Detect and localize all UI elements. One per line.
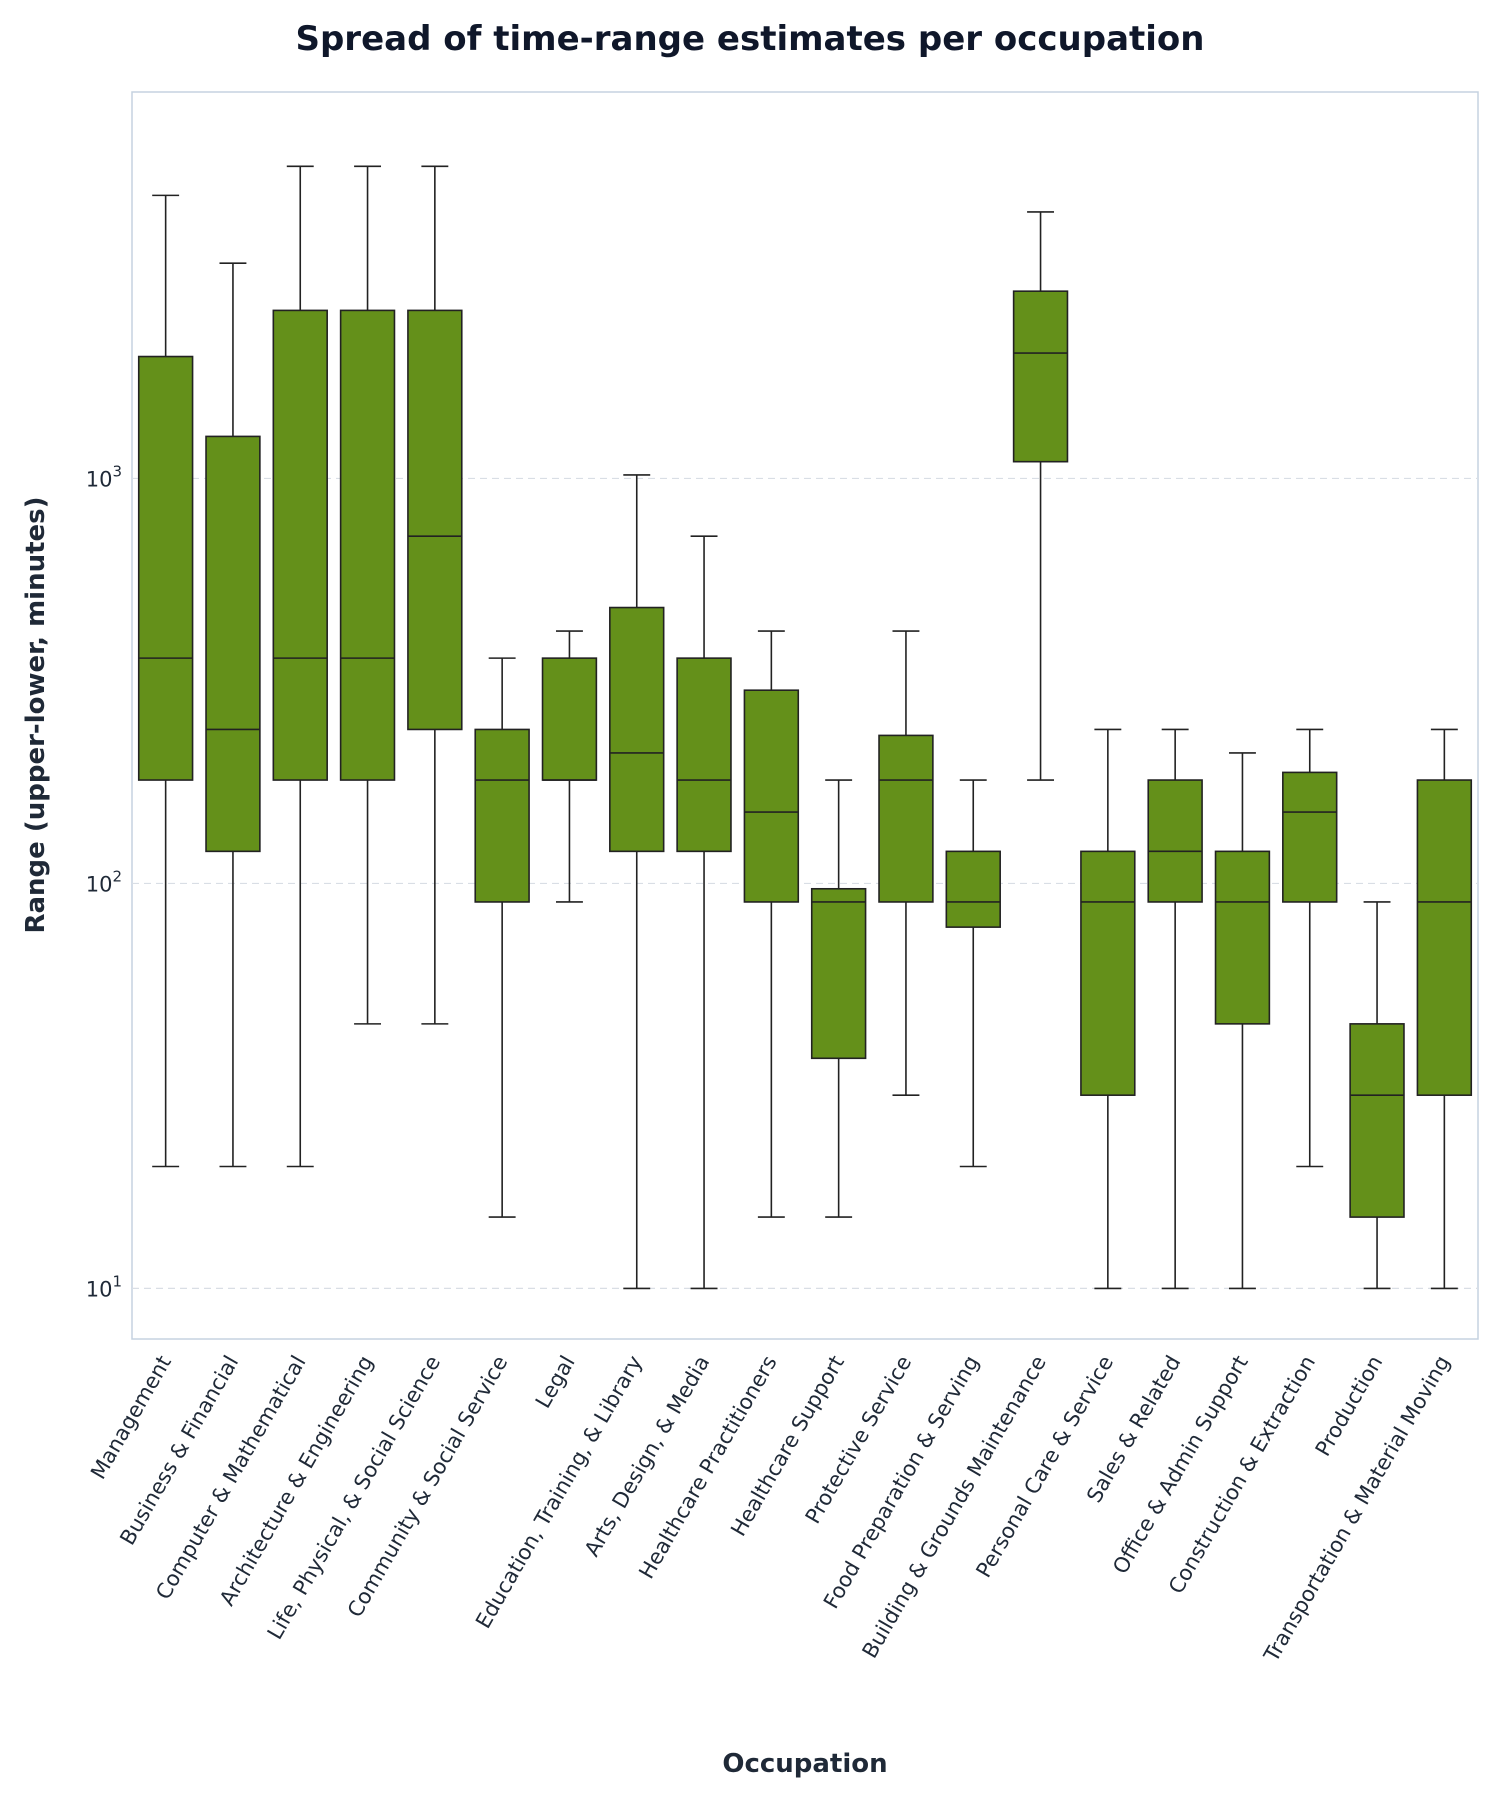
y-tick-base: 10 — [86, 1277, 113, 1301]
iqr-box — [1214, 850, 1271, 1025]
y-tick-label: 102 — [86, 867, 122, 896]
box-2 — [205, 262, 261, 1168]
iqr-box — [1349, 1023, 1405, 1218]
x-tick-label: Arts, Design, & Media — [580, 1352, 715, 1561]
y-tick-base: 10 — [86, 872, 113, 896]
iqr-box — [339, 309, 396, 781]
box-12 — [878, 630, 934, 1096]
y-tick-label: 103 — [86, 462, 122, 491]
iqr-box — [137, 355, 194, 781]
y-axis-label: Range (upper-lower, minutes) — [21, 496, 51, 933]
iqr-box — [676, 657, 732, 853]
x-tick-label: Legal — [531, 1352, 580, 1413]
iqr-box — [541, 657, 598, 781]
x-tick-label: Office & Admin Support — [1108, 1352, 1253, 1578]
box-14 — [1012, 211, 1069, 781]
box-5 — [407, 165, 463, 1025]
iqr-box — [205, 435, 261, 853]
y-tick-base: 10 — [86, 467, 113, 491]
box-6 — [474, 657, 530, 1218]
plot-area — [131, 91, 1479, 1340]
iqr-box — [1012, 290, 1069, 463]
box-16 — [1147, 728, 1203, 1290]
y-tick-exponent: 2 — [112, 867, 122, 885]
iqr-box — [1282, 771, 1338, 903]
x-axis-label: Occupation — [722, 1749, 887, 1779]
box-20 — [1416, 728, 1473, 1290]
box-17 — [1214, 752, 1271, 1290]
x-tick-label: Business & Financial — [115, 1352, 243, 1550]
iqr-box — [407, 309, 463, 731]
box-9 — [676, 535, 732, 1290]
boxes — [137, 165, 1473, 1290]
box-3 — [272, 165, 328, 1168]
box-1 — [137, 194, 194, 1168]
box-8 — [609, 474, 665, 1290]
iqr-box — [810, 887, 867, 1060]
box-19 — [1349, 901, 1405, 1290]
x-tick-label: Personal Care & Service — [971, 1352, 1118, 1582]
iqr-box — [1080, 850, 1136, 1096]
chart-title: Spread of time-range estimates per occup… — [295, 19, 1204, 59]
iqr-box — [743, 689, 800, 903]
iqr-box — [1416, 779, 1473, 1096]
iqr-box — [609, 606, 665, 853]
box-4 — [339, 165, 396, 1025]
x-tick-label: Healthcare Practitioners — [634, 1352, 781, 1583]
box-10 — [743, 630, 800, 1218]
box-18 — [1282, 728, 1338, 1168]
iqr-box — [474, 728, 530, 903]
iqr-box — [878, 734, 934, 903]
y-tick-exponent: 3 — [112, 462, 122, 480]
box-13 — [945, 779, 1001, 1168]
y-tick-label: 101 — [86, 1272, 122, 1301]
iqr-box — [272, 309, 328, 781]
x-tick-label: Production — [1311, 1352, 1388, 1461]
y-tick-exponent: 1 — [112, 1272, 122, 1290]
box-11 — [810, 779, 867, 1218]
iqr-box — [1147, 779, 1203, 903]
box-15 — [1080, 728, 1136, 1290]
box-7 — [541, 630, 598, 903]
iqr-box — [945, 850, 1001, 928]
